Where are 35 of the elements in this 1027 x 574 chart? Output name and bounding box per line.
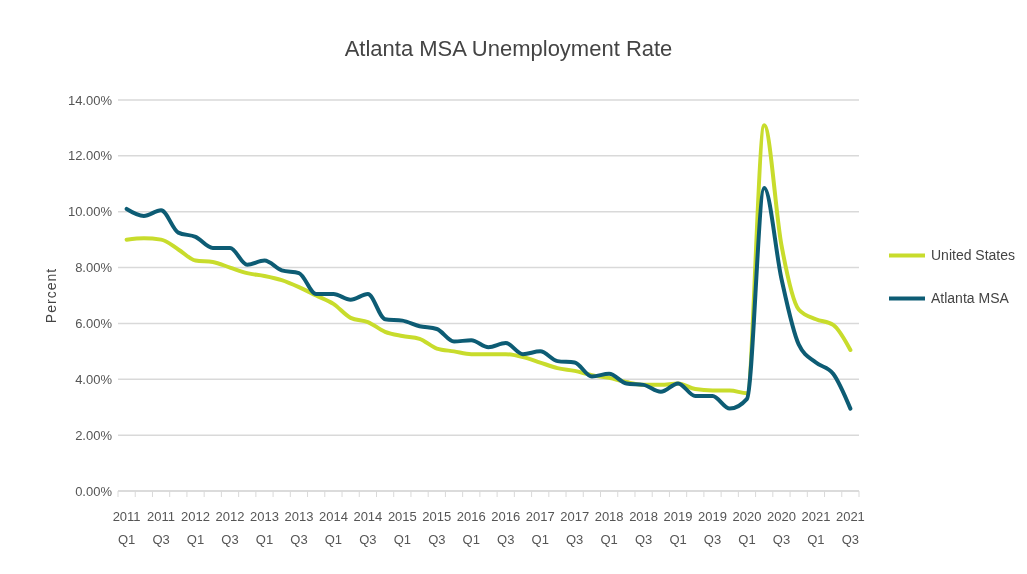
x-tick-label: 2019 Q3	[698, 509, 727, 547]
y-tick-label: 12.00%	[67, 148, 113, 164]
y-tick-label: 10.00%	[67, 204, 113, 220]
x-tick-label: 2012 Q3	[215, 509, 245, 547]
x-tick-label: 2017 Q3	[560, 509, 590, 547]
x-tick-label: 2018 Q3	[629, 509, 659, 547]
y-tick-label: 14.00%	[67, 92, 113, 108]
x-tick-label: 2013 Q3	[284, 509, 314, 547]
y-tick-label: 6.00%	[75, 315, 113, 331]
x-tick-label: 2011 Q1	[112, 509, 141, 547]
y-tick-label: 8.00%	[75, 260, 113, 276]
x-tick-label: 2020 Q3	[766, 509, 796, 547]
y-tick-label: 4.00%	[75, 371, 113, 387]
x-tick-label: 2016 Q1	[456, 509, 486, 547]
x-tick-label: 2015 Q3	[422, 509, 452, 547]
y-tick-label: 2.00%	[75, 427, 113, 443]
x-tick-label: 2013 Q1	[250, 509, 279, 547]
y-axis-title: Percent	[43, 267, 59, 324]
chart-title: Atlanta MSA Unemployment Rate	[344, 36, 673, 61]
x-tick-label: 2021 Q3	[835, 509, 865, 547]
x-tick-label: 2015 Q1	[387, 509, 417, 547]
x-tick-label: 2012 Q1	[181, 509, 211, 547]
x-tick-label: 2019 Q1	[663, 509, 693, 547]
x-tick-label: 2018 Q1	[594, 509, 624, 547]
x-tick-label: 2011 Q3	[147, 509, 176, 547]
legend-label: United States	[931, 247, 1016, 264]
x-tick-label: 2020 Q1	[732, 509, 762, 547]
legend-label: Atlanta MSA	[931, 290, 1010, 307]
x-tick-label: 2014 Q1	[318, 509, 348, 547]
x-tick-label: 2017 Q1	[525, 509, 555, 547]
x-tick-label: 2021 Q1	[801, 509, 831, 547]
y-tick-label: 0.00%	[75, 483, 113, 499]
x-tick-label: 2014 Q3	[353, 509, 383, 547]
x-tick-label: 2016 Q3	[491, 509, 521, 547]
line-series	[124, 185, 853, 411]
